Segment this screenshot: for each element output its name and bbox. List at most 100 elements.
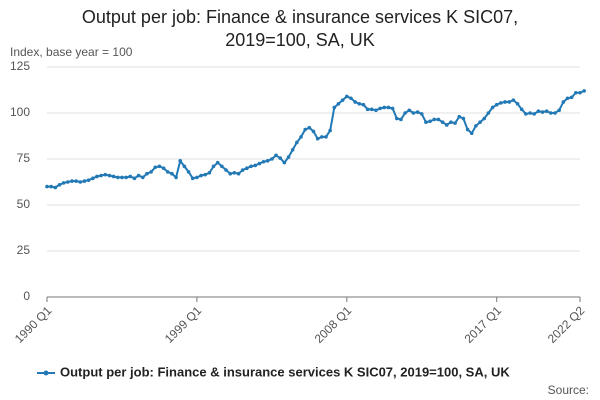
data-point <box>578 90 582 95</box>
source: Source: <box>548 383 589 397</box>
data-point <box>524 112 528 116</box>
data-point <box>457 114 462 119</box>
data-point <box>282 160 287 165</box>
data-point <box>236 171 241 176</box>
y-tick-label: 25 <box>17 243 31 257</box>
chart-title: Output per job: Finance & insurance serv… <box>81 7 519 50</box>
x-tick-label: 2008 Q1 <box>312 303 355 346</box>
data-point <box>78 180 83 184</box>
data-point <box>519 107 524 112</box>
data-point <box>561 100 566 104</box>
data-point <box>57 182 62 187</box>
data-point <box>220 164 224 169</box>
data-point <box>499 101 503 105</box>
data-point <box>553 111 557 115</box>
data-point <box>215 160 220 165</box>
data-point <box>257 161 262 166</box>
data-point <box>232 171 237 175</box>
x-tick-label: 2022 Q2 <box>545 303 588 346</box>
data-point <box>444 123 449 127</box>
data-point <box>136 173 141 178</box>
data-point <box>515 102 520 106</box>
data-point <box>182 164 187 169</box>
data-point <box>311 129 316 134</box>
data-point <box>111 174 116 179</box>
data-point <box>240 168 245 172</box>
data-point <box>107 173 112 178</box>
data-point <box>228 171 233 176</box>
data-point <box>253 163 258 168</box>
data-point <box>95 174 99 179</box>
data-point <box>307 125 312 130</box>
data-point <box>386 105 391 110</box>
data-point <box>507 100 512 104</box>
data-point <box>544 109 549 113</box>
data-point <box>270 157 274 161</box>
y-tick-label: 125 <box>10 59 30 73</box>
data-point <box>432 117 437 122</box>
data-point <box>265 159 270 163</box>
data-point <box>357 102 362 106</box>
data-point <box>369 107 374 112</box>
data-point <box>132 176 137 181</box>
series-line <box>47 90 585 189</box>
data-point <box>49 184 53 189</box>
data-point <box>340 98 345 102</box>
data-point <box>299 135 303 139</box>
data-point <box>140 175 145 180</box>
data-point <box>211 164 216 169</box>
data-point <box>453 121 457 125</box>
data-point <box>224 168 228 172</box>
data-point <box>407 108 412 113</box>
data-point <box>486 111 491 115</box>
data-point <box>128 174 133 179</box>
data-point <box>174 175 178 180</box>
x-tick-label: 1990 Q1 <box>12 303 55 346</box>
data-point <box>124 175 128 180</box>
data-point <box>149 170 153 174</box>
data-point <box>478 120 482 124</box>
data-point <box>295 140 299 145</box>
data-point <box>361 102 366 107</box>
data-point <box>378 106 382 111</box>
data-point <box>461 116 466 121</box>
data-point <box>161 166 166 170</box>
data-point <box>465 127 470 132</box>
data-point <box>199 173 203 178</box>
data-point <box>328 128 332 133</box>
data-point <box>415 110 420 114</box>
data-point <box>115 175 120 180</box>
data-point <box>399 117 403 122</box>
data-point <box>336 102 341 106</box>
data-point <box>74 179 78 183</box>
data-point <box>449 120 453 124</box>
data-point <box>320 135 324 139</box>
data-point <box>569 95 574 100</box>
data-point <box>490 105 495 110</box>
y-tick-label: 0 <box>23 289 30 303</box>
data-point <box>549 111 553 115</box>
data-point <box>82 179 87 183</box>
data-point <box>511 98 516 102</box>
data-point <box>436 117 441 122</box>
data-point <box>245 166 249 170</box>
data-point <box>565 96 570 101</box>
data-point <box>303 127 307 132</box>
y-tick-label: 50 <box>17 197 31 211</box>
data-point <box>349 96 353 101</box>
data-point <box>582 89 586 93</box>
legend-marker <box>43 370 49 376</box>
data-point <box>165 170 170 174</box>
data-point <box>528 111 532 115</box>
data-point <box>382 105 387 110</box>
data-point <box>45 184 49 189</box>
data-point <box>103 172 108 177</box>
data-point <box>557 108 561 113</box>
data-point <box>403 111 407 115</box>
data-point <box>145 171 149 176</box>
data-point <box>474 124 478 128</box>
data-point <box>120 175 124 180</box>
data-point <box>61 181 66 185</box>
data-point <box>278 156 282 160</box>
